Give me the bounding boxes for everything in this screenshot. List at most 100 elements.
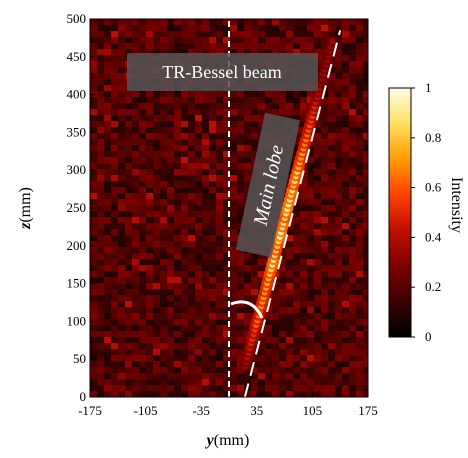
heatmap-cell	[342, 55, 349, 61]
heatmap-cell	[349, 193, 356, 199]
heatmap-cell	[251, 253, 258, 259]
heatmap-cell	[363, 229, 368, 235]
heatmap-cell	[195, 271, 202, 277]
heatmap-cell	[167, 307, 174, 313]
heatmap-cell	[188, 325, 195, 331]
heatmap-cell	[223, 103, 230, 109]
heatmap-cell	[174, 25, 181, 31]
heatmap-cell	[167, 271, 174, 277]
heatmap-cell	[279, 247, 286, 253]
heatmap-cell	[335, 103, 342, 109]
heatmap-cell	[174, 199, 181, 205]
heatmap-cell	[363, 145, 368, 151]
heatmap-cell	[342, 97, 349, 103]
heatmap-cell	[286, 277, 293, 283]
heatmap-cell	[223, 211, 230, 217]
heatmap-cell	[342, 133, 349, 139]
heatmap-cell	[90, 187, 97, 193]
heatmap-cell	[328, 307, 335, 313]
heatmap-cell	[202, 133, 209, 139]
heatmap-cell	[335, 313, 342, 319]
heatmap-cell	[118, 217, 125, 223]
heatmap-cell	[363, 211, 368, 217]
heatmap-cell	[349, 385, 356, 391]
heatmap-cell	[230, 163, 237, 169]
heatmap-cell	[328, 91, 335, 97]
heatmap-cell	[104, 319, 111, 325]
heatmap-cell	[146, 373, 153, 379]
heatmap-cell	[251, 97, 258, 103]
heatmap-cell	[153, 367, 160, 373]
heatmap-cell	[146, 187, 153, 193]
heatmap-cell	[167, 211, 174, 217]
heatmap-cell	[139, 37, 146, 43]
heatmap-cell	[160, 127, 167, 133]
heatmap-cell	[293, 337, 300, 343]
heatmap-cell	[335, 193, 342, 199]
heatmap-cell	[139, 313, 146, 319]
heatmap-cell	[104, 109, 111, 115]
heatmap-cell	[202, 205, 209, 211]
heatmap-cell	[230, 265, 237, 271]
heatmap-cell	[104, 283, 111, 289]
heatmap-cell	[237, 199, 244, 205]
heatmap-cell	[111, 187, 118, 193]
heatmap-cell	[104, 337, 111, 343]
heatmap-cell	[335, 337, 342, 343]
heatmap-cell	[223, 169, 230, 175]
heatmap-cell	[258, 25, 265, 31]
heatmap-cell	[195, 373, 202, 379]
heatmap-cell	[349, 121, 356, 127]
heatmap-cell	[181, 367, 188, 373]
heatmap-cell	[349, 181, 356, 187]
heatmap-cell	[153, 265, 160, 271]
heatmap-cell	[153, 169, 160, 175]
heatmap-cell	[321, 361, 328, 367]
heatmap-cell	[244, 37, 251, 43]
heatmap-cell	[167, 361, 174, 367]
heatmap-cell	[195, 253, 202, 259]
heatmap-cell	[251, 379, 258, 385]
heatmap-cell	[209, 211, 216, 217]
heatmap-cell	[293, 223, 300, 229]
heatmap-cell	[335, 223, 342, 229]
heatmap-cell	[300, 307, 307, 313]
heatmap-cell	[146, 139, 153, 145]
heatmap-cell	[118, 181, 125, 187]
heatmap-cell	[132, 187, 139, 193]
heatmap-cell	[167, 193, 174, 199]
heatmap-cell	[160, 217, 167, 223]
heatmap-cell	[293, 307, 300, 313]
heatmap-cell	[349, 301, 356, 307]
heatmap-cell	[111, 373, 118, 379]
heatmap-cell	[314, 133, 321, 139]
heatmap-cell	[349, 169, 356, 175]
heatmap-cell	[279, 319, 286, 325]
heatmap-cell	[167, 367, 174, 373]
heatmap-cell	[335, 265, 342, 271]
heatmap-cell	[328, 31, 335, 37]
heatmap-cell	[230, 235, 237, 241]
heatmap-cell	[209, 259, 216, 265]
heatmap-cell	[209, 379, 216, 385]
heatmap-cell	[111, 169, 118, 175]
heatmap-cell	[244, 379, 251, 385]
heatmap-cell	[153, 193, 160, 199]
heatmap-cell	[230, 19, 237, 25]
heatmap-cell	[90, 151, 97, 157]
heatmap-cell	[160, 181, 167, 187]
heatmap-cell	[335, 181, 342, 187]
heatmap-cell	[321, 25, 328, 31]
heatmap-cell	[174, 127, 181, 133]
heatmap-cell	[314, 229, 321, 235]
heatmap-cell	[188, 133, 195, 139]
heatmap-cell	[139, 301, 146, 307]
heatmap-cell	[167, 277, 174, 283]
heatmap-cell	[258, 37, 265, 43]
heatmap-cell	[349, 187, 356, 193]
heatmap-cell	[174, 313, 181, 319]
heatmap-cell	[174, 163, 181, 169]
heatmap-cell	[153, 25, 160, 31]
heatmap-cell	[349, 223, 356, 229]
heatmap-cell	[363, 241, 368, 247]
